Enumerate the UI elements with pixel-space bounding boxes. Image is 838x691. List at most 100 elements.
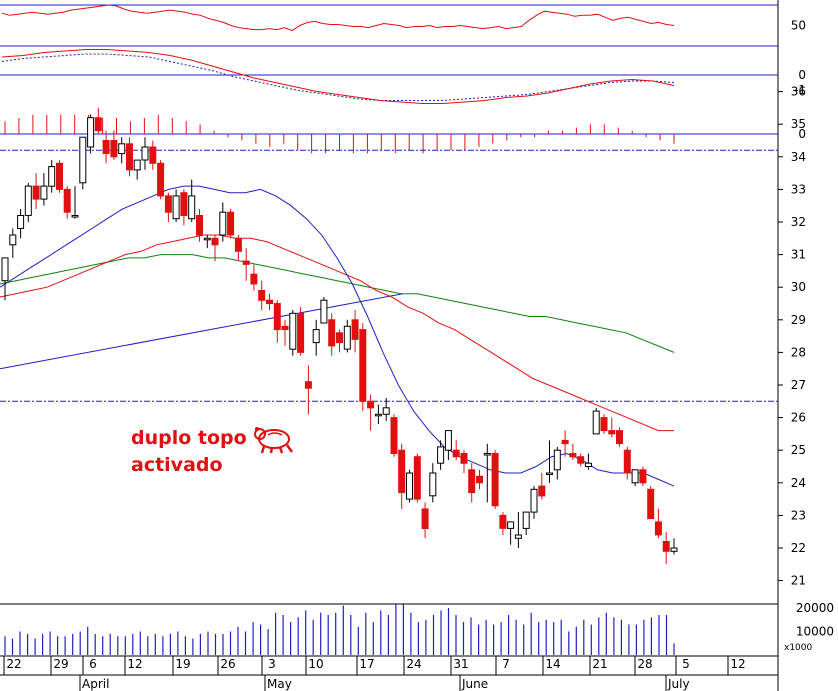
candle-body (227, 211, 235, 236)
candle-body (266, 299, 273, 305)
candle-body (133, 159, 141, 171)
candle-body (553, 449, 561, 471)
candle-body (452, 449, 460, 458)
candle-body (616, 430, 623, 445)
price-tick-label: 24 (791, 476, 806, 490)
candle-body (476, 475, 483, 484)
candle-body (382, 407, 390, 415)
candle-body (639, 469, 647, 484)
histogram-tick-label: 0 (798, 127, 806, 141)
candle-body (499, 514, 507, 529)
candle-body (577, 456, 585, 464)
candle-body (48, 166, 56, 187)
candle-body (530, 488, 538, 513)
candle-body (110, 140, 118, 158)
volume-panel (4, 603, 675, 655)
candle-body (374, 413, 382, 417)
candle-body (654, 521, 662, 536)
date-tick-label: 29 (53, 657, 68, 671)
candle-body (522, 511, 530, 529)
candle-body (79, 136, 87, 184)
volume-tick-label: 10000 (796, 625, 834, 639)
annotation: duplo topo activado (131, 427, 294, 476)
date-tick-label: 14 (545, 657, 560, 671)
month-label: June (461, 677, 488, 691)
candle-body (32, 185, 40, 200)
candle-body (514, 534, 522, 539)
candle-body (569, 453, 577, 458)
candle-body (336, 332, 343, 344)
candle-body (600, 417, 608, 432)
ma-mid-line (0, 234, 674, 432)
price-tick-label: 31 (791, 248, 806, 262)
candle-body (538, 485, 546, 497)
candle-body (157, 162, 165, 197)
month-label: July (667, 677, 690, 691)
volume-tick-label: 20000 (796, 601, 834, 615)
candle-body (211, 237, 219, 246)
candle-body (234, 237, 242, 252)
date-tick-label: 6 (89, 657, 97, 671)
candle-body (196, 215, 203, 236)
date-tick-label: 12 (730, 657, 745, 671)
candle-body (623, 449, 631, 474)
candle-body (592, 410, 600, 435)
candle-body (273, 303, 281, 331)
right-axis: 21222324252627282930313233343536500-1020… (778, 19, 834, 653)
price-tick-label: 23 (791, 508, 806, 522)
date-tick-label: 22 (6, 657, 21, 671)
candle-body (102, 140, 110, 154)
candle-body (172, 195, 180, 220)
date-tick-label: 31 (453, 657, 468, 671)
price-tick-label: 32 (791, 215, 806, 229)
rsi-panel (0, 4, 778, 47)
macd-tick-label: -1 (794, 83, 806, 97)
candle-body (24, 185, 32, 216)
price-tick-label: 28 (791, 345, 806, 359)
candle-body (670, 547, 678, 552)
candle-body (219, 211, 227, 236)
price-tick-label: 26 (791, 411, 806, 425)
candle-body (297, 312, 305, 353)
candle-body (608, 430, 616, 435)
candle-body (320, 299, 328, 324)
candle-body (413, 456, 421, 500)
ma-long-line (0, 254, 675, 353)
bear-icon (254, 427, 294, 454)
candle-body (328, 319, 336, 347)
date-tick-label: 7 (502, 657, 510, 671)
date-tick-label: 12 (127, 657, 142, 671)
candle-body (304, 381, 312, 389)
rsi-line (1, 4, 675, 32)
candle-body (203, 237, 211, 241)
candle-body (647, 488, 655, 520)
candle-body (312, 329, 320, 344)
candle-body (56, 162, 63, 190)
date-tick-label: 21 (592, 657, 607, 671)
candle-body (9, 234, 17, 246)
date-tick-label: 28 (637, 657, 652, 671)
candle-body (1, 257, 9, 282)
candle-body (546, 472, 553, 475)
date-tick-label: 26 (220, 657, 235, 671)
candle-body (367, 400, 375, 409)
price-tick-label: 25 (791, 443, 806, 457)
annotation-line-2: activado (131, 454, 223, 476)
candle-body (141, 146, 149, 161)
candle-body (351, 319, 359, 340)
date-tick-label: 17 (359, 657, 374, 671)
macd-panel (0, 49, 778, 104)
candle-body (94, 117, 102, 132)
candle-body (483, 453, 491, 456)
candle-body (17, 215, 25, 229)
candle-body (359, 329, 367, 402)
candle-body (460, 453, 468, 464)
candle-body (87, 117, 95, 148)
candle-body (662, 541, 670, 552)
candle-body (507, 521, 515, 529)
price-tick-label: 29 (791, 313, 806, 327)
trendline (0, 293, 404, 370)
candle-body (180, 192, 188, 216)
month-label: May (267, 677, 292, 691)
